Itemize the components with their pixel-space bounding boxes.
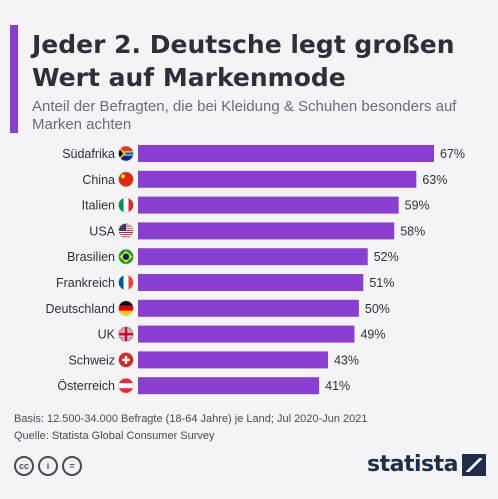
bar[interactable] (138, 299, 359, 317)
bar-row: Deutschland 50% (46, 299, 390, 317)
category-label: UK (98, 328, 116, 342)
bar-row: Frankreich 51% (56, 274, 394, 291)
value-label: 43% (334, 353, 359, 367)
bar-row: UK 49% (98, 325, 386, 343)
category-label: Frankreich (56, 276, 115, 290)
flag-austria-icon (118, 377, 134, 394)
statista-logo[interactable]: statista (367, 452, 486, 477)
bar-row: Schweiz 43% (68, 351, 359, 369)
bar-row: USA 58% (89, 222, 425, 240)
bar-row: Südafrika 67% (62, 145, 465, 162)
value-label: 49% (360, 328, 385, 342)
flag-usa-icon (118, 223, 134, 239)
value-label: 50% (365, 302, 390, 316)
value-label: 41% (325, 379, 350, 393)
bar-row: Brasilien 52% (67, 248, 399, 266)
category-label: Schweiz (68, 353, 115, 367)
value-label: 52% (374, 250, 399, 264)
bar[interactable] (138, 196, 399, 214)
bar-row: China 63% (82, 170, 447, 188)
statista-mark-icon (462, 453, 486, 476)
basis-note: Basis: 12.500-34.000 Befragte (18-64 Jah… (14, 413, 368, 425)
value-label: 67% (440, 147, 465, 161)
category-label: Österreich (57, 379, 115, 393)
no-derivatives-icon[interactable]: = (62, 456, 82, 476)
bar[interactable] (138, 145, 434, 162)
brand-name: statista (367, 452, 458, 477)
category-label: USA (89, 224, 115, 238)
value-label: 59% (405, 199, 430, 213)
bar-row: Italien 59% (82, 196, 430, 214)
chart-title: Jeder 2. Deutsche legt großen Wert auf M… (32, 30, 455, 92)
bar[interactable] (138, 325, 355, 343)
flag-germany-icon (118, 300, 134, 317)
bar[interactable] (138, 170, 417, 188)
creative-commons-icon[interactable]: cc (14, 456, 34, 476)
category-label: Südafrika (62, 147, 115, 161)
value-label: 58% (400, 224, 425, 238)
chart-subtitle: Anteil der Befragten, die bei Kleidung &… (32, 98, 457, 133)
bar[interactable] (138, 351, 328, 369)
bar[interactable] (138, 377, 320, 395)
bar[interactable] (138, 274, 364, 291)
category-label: Brasilien (67, 250, 115, 264)
category-label: Italien (82, 199, 115, 213)
source-note: Quelle: Statista Global Consumer Survey (14, 430, 215, 442)
attribution-icon[interactable]: i (38, 456, 58, 476)
license-icons: cc i = (14, 456, 82, 476)
bar[interactable] (138, 222, 395, 240)
flag-brazil-icon (118, 248, 134, 265)
category-label: China (82, 173, 115, 187)
bar-row: Österreich 41% (57, 377, 350, 395)
flag-south-africa-icon (118, 145, 134, 162)
value-label: 63% (422, 173, 447, 187)
title-accent-bar (10, 25, 18, 133)
flag-switzerland-icon (118, 352, 134, 368)
flag-france-icon (118, 274, 134, 291)
category-label: Deutschland (46, 302, 116, 316)
value-label: 51% (369, 276, 394, 290)
bar[interactable] (138, 248, 368, 266)
flag-italy-icon (118, 197, 134, 213)
flag-china-icon (118, 171, 134, 188)
flag-uk-icon (118, 326, 134, 342)
